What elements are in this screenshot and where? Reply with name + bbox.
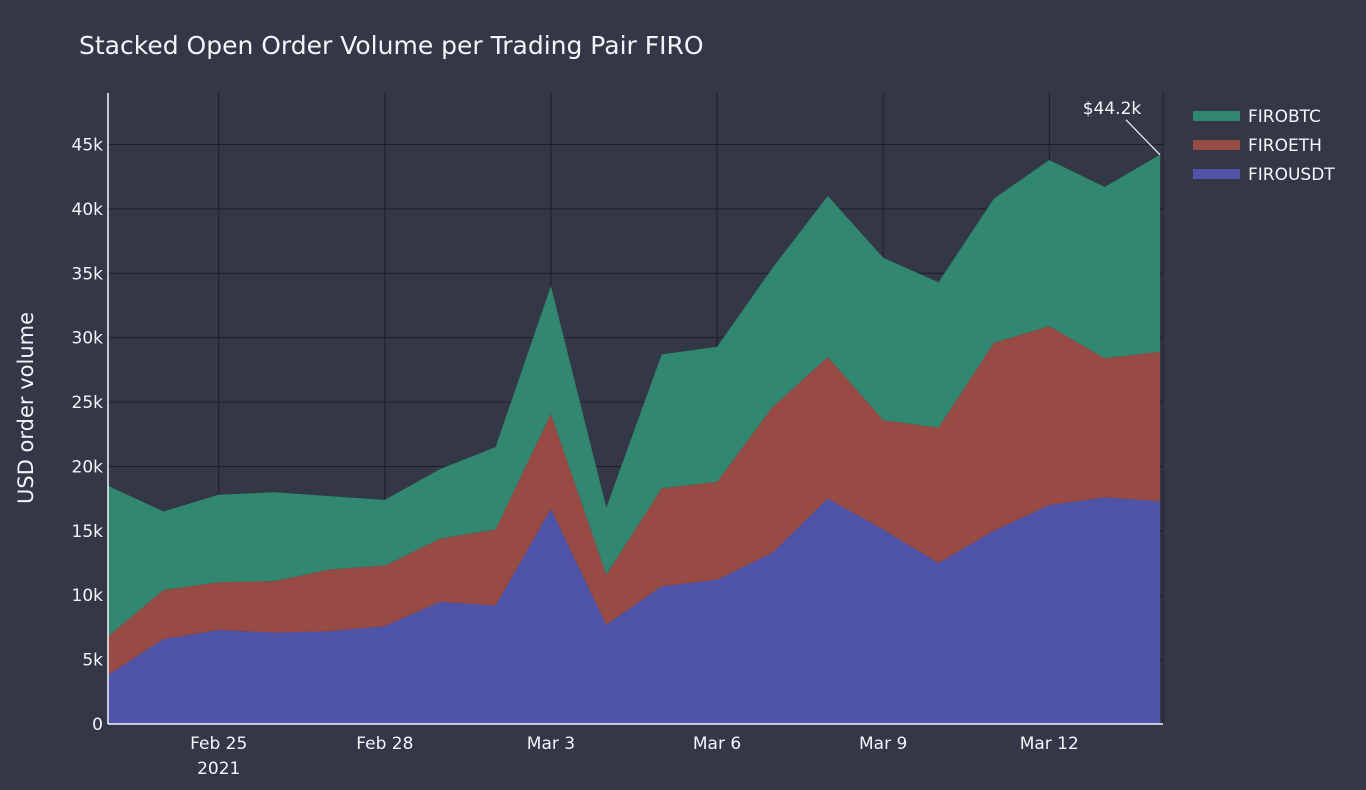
annotation: $44.2k (1083, 99, 1161, 156)
legend-swatch-firousdt[interactable] (1193, 169, 1240, 179)
area-firousdt[interactable] (108, 497, 1160, 724)
y-tick-label: 0 (92, 715, 103, 735)
chart-title: Stacked Open Order Volume per Trading Pa… (79, 31, 704, 60)
y-tick-label: 45k (72, 136, 104, 156)
y-tick-label: 35k (72, 264, 104, 284)
annotation-label: $44.2k (1083, 99, 1142, 119)
legend[interactable]: FIROBTC FIROETH FIROUSDT (1193, 107, 1335, 185)
x-tick-label: Feb 28 (356, 734, 413, 754)
legend-label-firousdt[interactable]: FIROUSDT (1248, 165, 1335, 185)
y-tick-label: 20k (72, 457, 104, 477)
area-firobtc[interactable] (108, 154, 1160, 637)
y-axis-title: USD order volume (14, 312, 38, 504)
x-tick-label: Mar 12 (1020, 734, 1079, 754)
legend-swatch-firobtc[interactable] (1193, 111, 1240, 121)
x-tick-label: Feb 25 (190, 734, 247, 754)
legend-label-firobtc[interactable]: FIROBTC (1248, 107, 1321, 127)
x-tick-label: Mar 3 (527, 734, 575, 754)
area-firoeth[interactable] (108, 326, 1160, 676)
legend-label-firoeth[interactable]: FIROETH (1248, 136, 1322, 156)
legend-swatch-firoeth[interactable] (1193, 140, 1240, 150)
y-tick-label: 40k (72, 200, 104, 220)
x-tick-label: Mar 6 (693, 734, 741, 754)
annotation-arrow (1125, 119, 1161, 156)
y-tick-label: 5k (82, 651, 103, 671)
x-tick-labels: Feb 25 2021 Feb 28 Mar 3 Mar 6 Mar 9 Mar 12 (190, 734, 1079, 779)
y-tick-label: 25k (72, 393, 104, 413)
y-tick-label: 10k (72, 586, 104, 606)
x-tick-label: Mar 9 (859, 734, 907, 754)
y-tick-labels: 0 5k 10k 15k 20k 25k 30k 35k 40k 45k (72, 136, 104, 735)
axes (107, 93, 1163, 725)
y-tick-label: 15k (72, 522, 104, 542)
x-tick-sublabel: 2021 (197, 759, 240, 779)
y-tick-label: 30k (72, 329, 104, 349)
plot-areas (108, 154, 1160, 724)
